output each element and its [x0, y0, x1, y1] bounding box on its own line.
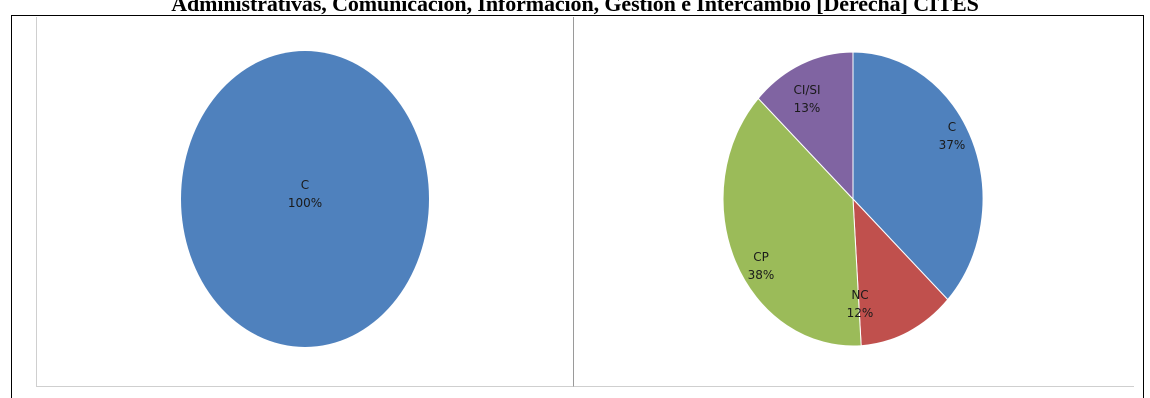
slice-percent-c: 100% [288, 196, 322, 210]
slice-percent-nc: 12% [847, 306, 874, 320]
slice-label-c: C [948, 120, 956, 134]
slice-percent-ci-si: 13% [794, 101, 821, 115]
slice-percent-cp: 38% [748, 268, 775, 282]
pie-slice-c [852, 51, 984, 301]
slice-percent-c: 37% [939, 138, 966, 152]
slice-label-cp: CP [753, 250, 769, 264]
slice-label-ci-si: CI/SI [793, 83, 820, 97]
pie-chart-left: C 100% [181, 51, 429, 347]
pie-slice-nc [852, 197, 949, 347]
slice-label-nc: NC [851, 288, 868, 302]
pie-chart-right: C 37% NC 12% CP 38% CI/SI 13% [722, 51, 984, 347]
pie-slice-c [181, 51, 429, 347]
chart-panel-left: C 100% [36, 17, 573, 387]
table-frame [11, 15, 1144, 398]
slice-label-c: C [301, 178, 309, 192]
pie-slice-cp [722, 97, 862, 347]
page-title: Administrativas, Comunicación, Informaci… [171, 0, 979, 16]
chart-panel-right: C 37% NC 12% CP 38% CI/SI 13% [573, 17, 1134, 387]
pie-slice-ci-si [757, 51, 854, 201]
